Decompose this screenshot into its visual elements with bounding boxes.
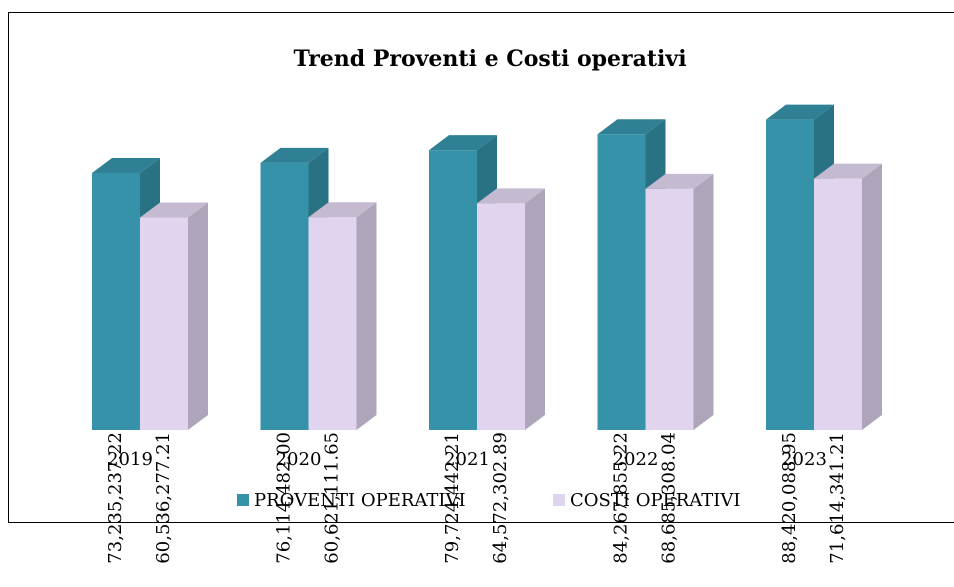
bar-side (356, 202, 377, 430)
bar-front (140, 217, 188, 430)
x-tick-label: 2021 (444, 449, 490, 470)
bar (477, 188, 545, 430)
bar-top (308, 202, 377, 218)
value-label: 60,621,111.65 (322, 432, 343, 564)
bar-top (766, 104, 834, 120)
value-label: 84,267,855.22 (611, 432, 632, 564)
bar-top (429, 135, 497, 151)
bar (140, 202, 208, 430)
bar-top (260, 147, 329, 163)
bar-front (92, 172, 140, 430)
value-label: 68,685,308.04 (659, 432, 680, 564)
bar-top (597, 119, 666, 135)
bar-front (429, 150, 477, 430)
bar-top (477, 188, 545, 204)
bar-side (188, 202, 208, 430)
bar-side (525, 188, 545, 430)
value-label: 71,614,341.21 (827, 432, 848, 564)
bar-front (477, 203, 525, 430)
bar-front (260, 162, 309, 430)
bar-front (814, 178, 862, 430)
value-label: 60,536,277.21 (153, 432, 174, 564)
bar-top (645, 173, 714, 189)
value-label: 73,235,237.22 (105, 432, 126, 564)
bar-front (597, 134, 646, 430)
legend-swatch (237, 494, 249, 506)
bar-front (308, 217, 357, 430)
bar-side (862, 163, 882, 430)
chart-title: Trend Proventi e Costi operativi (293, 46, 686, 72)
bar-top (814, 163, 882, 179)
x-tick-label: 2022 (613, 449, 659, 470)
bar-top (92, 157, 160, 173)
value-label: 76,114,482.00 (274, 432, 295, 564)
bar (308, 202, 377, 430)
legend-label: COSTI OPERATIVI (570, 490, 741, 511)
value-label: 64,572,302.89 (490, 432, 511, 564)
bar-top (140, 202, 208, 218)
bar (645, 173, 714, 431)
bar-side (693, 173, 714, 431)
x-tick-label: 2020 (276, 449, 322, 470)
bar-front (645, 188, 694, 430)
value-label: 88,420,088.95 (779, 432, 800, 564)
bar (814, 163, 882, 430)
x-tick-label: 2019 (107, 449, 153, 470)
legend-swatch (553, 494, 565, 506)
value-label: 79,724,442.21 (442, 432, 463, 564)
bar-front (766, 119, 814, 431)
x-tick-label: 2023 (781, 449, 827, 470)
legend-label: PROVENTI OPERATIVI (254, 490, 466, 511)
